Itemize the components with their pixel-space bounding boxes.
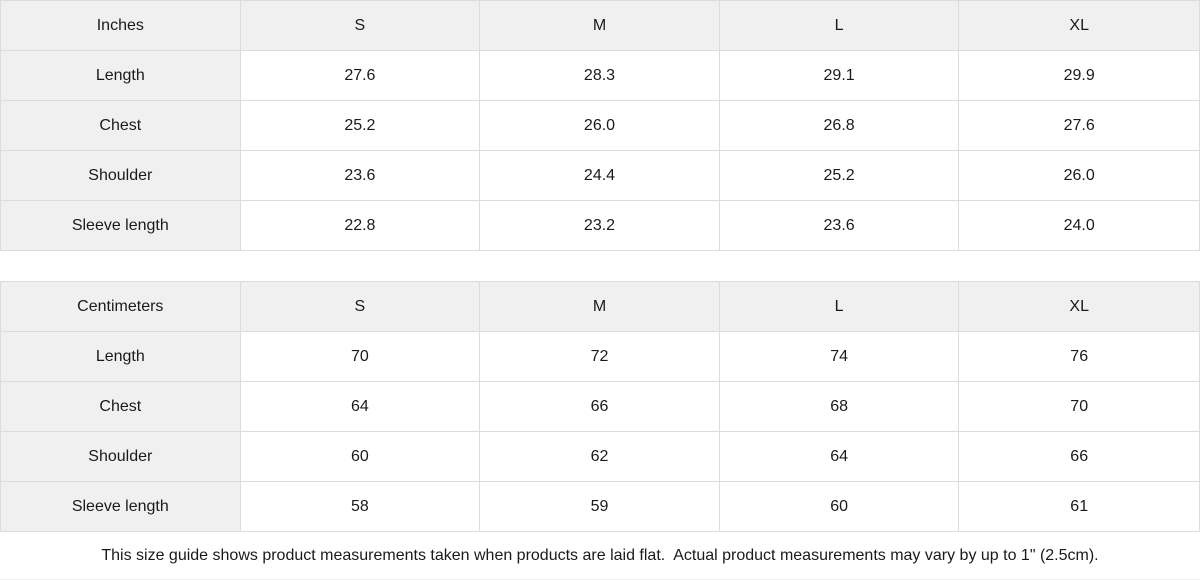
table-row: Sleeve length 22.8 23.2 23.6 24.0 xyxy=(1,201,1199,251)
size-guide-note: This size guide shows product measuremen… xyxy=(0,532,1200,580)
table-row: Sleeve length 58 59 60 61 xyxy=(1,482,1199,532)
size-column-header: L xyxy=(719,282,960,332)
measurement-value: 25.2 xyxy=(240,101,481,151)
measurement-value: 64 xyxy=(240,382,481,432)
table-row: Shoulder 23.6 24.4 25.2 26.0 xyxy=(1,151,1199,201)
measurement-value: 25.2 xyxy=(719,151,960,201)
measurement-label: Length xyxy=(1,332,241,382)
measurement-value: 61 xyxy=(959,482,1199,532)
measurement-value: 27.6 xyxy=(240,51,481,101)
inches-size-table: Inches S M L XL Length 27.6 28.3 29.1 29.9 Chest 25… xyxy=(0,0,1200,251)
measurement-label: Sleeve length xyxy=(1,482,241,532)
measurement-value: 24.4 xyxy=(480,151,720,201)
measurement-value: 29.9 xyxy=(959,51,1199,101)
measurement-value: 66 xyxy=(959,432,1199,482)
measurement-value: 60 xyxy=(240,432,481,482)
table-row: Length 27.6 28.3 29.1 29.9 xyxy=(1,51,1199,101)
table-header-row: Centimeters S M L XL xyxy=(1,282,1199,332)
measurement-value: 23.2 xyxy=(480,201,720,251)
measurement-value: 74 xyxy=(719,332,960,382)
measurement-value: 23.6 xyxy=(719,201,960,251)
table-gap-divider xyxy=(0,251,1200,281)
measurement-value: 64 xyxy=(719,432,960,482)
measurement-value: 22.8 xyxy=(240,201,481,251)
size-column-header: S xyxy=(240,282,481,332)
measurement-value: 27.6 xyxy=(959,101,1199,151)
measurement-label: Shoulder xyxy=(1,432,241,482)
measurement-value: 68 xyxy=(719,382,960,432)
size-column-header: L xyxy=(719,1,960,51)
measurement-value: 62 xyxy=(480,432,720,482)
measurement-value: 26.0 xyxy=(959,151,1199,201)
unit-label: Centimeters xyxy=(1,282,241,332)
measurement-value: 23.6 xyxy=(240,151,481,201)
table-row: Chest 64 66 68 70 xyxy=(1,382,1199,432)
table-row: Shoulder 60 62 64 66 xyxy=(1,432,1199,482)
measurement-value: 66 xyxy=(480,382,720,432)
measurement-value: 70 xyxy=(959,382,1199,432)
measurement-value: 28.3 xyxy=(480,51,720,101)
measurement-value: 26.8 xyxy=(719,101,960,151)
measurement-value: 24.0 xyxy=(959,201,1199,251)
measurement-label: Sleeve length xyxy=(1,201,241,251)
measurement-value: 58 xyxy=(240,482,481,532)
size-column-header: XL xyxy=(959,1,1199,51)
measurement-value: 60 xyxy=(719,482,960,532)
size-column-header: S xyxy=(240,1,481,51)
measurement-value: 29.1 xyxy=(719,51,960,101)
centimeters-size-table: Centimeters S M L XL Length 70 72 74 76 Chest 64 66 6… xyxy=(0,281,1200,532)
measurement-value: 26.0 xyxy=(480,101,720,151)
unit-label: Inches xyxy=(1,1,241,51)
measurement-label: Length xyxy=(1,51,241,101)
measurement-value: 72 xyxy=(480,332,720,382)
size-column-header: XL xyxy=(959,282,1199,332)
table-row: Length 70 72 74 76 xyxy=(1,332,1199,382)
size-column-header: M xyxy=(480,282,720,332)
measurement-label: Chest xyxy=(1,382,241,432)
size-column-header: M xyxy=(480,1,720,51)
measurement-label: Chest xyxy=(1,101,241,151)
table-row: Chest 25.2 26.0 26.8 27.6 xyxy=(1,101,1199,151)
table-header-row: Inches S M L XL xyxy=(1,1,1199,51)
measurement-value: 76 xyxy=(959,332,1199,382)
measurement-value: 59 xyxy=(480,482,720,532)
measurement-value: 70 xyxy=(240,332,481,382)
measurement-label: Shoulder xyxy=(1,151,241,201)
